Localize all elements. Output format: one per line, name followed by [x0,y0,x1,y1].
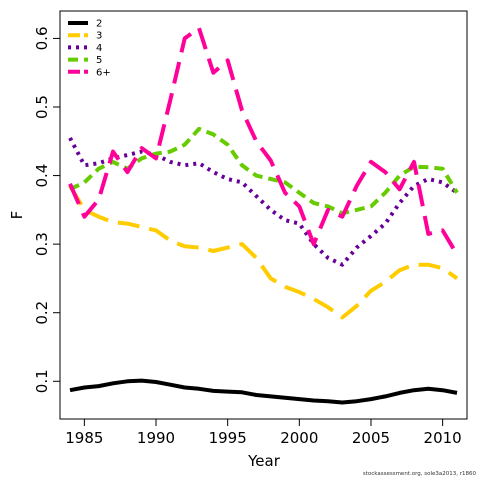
series-layer [68,26,459,405]
x-axis-title: Year [247,452,281,470]
y-tick-label: 0.6 [33,26,51,50]
y-tick-label: 0.1 [33,369,51,393]
legend-label: 3 [96,31,102,42]
x-tick-label: 2005 [352,429,390,447]
legend-label: 5 [96,55,102,66]
x-tick-label: 1995 [209,429,247,447]
x-tick-label: 2000 [280,429,318,447]
x-tick-label: 1990 [137,429,175,447]
legend-label: 2 [96,19,102,30]
y-axis: 0.1 0.2 0.3 0.4 0.5 0.6 [33,26,60,393]
plot-frame [59,10,468,420]
y-tick-label: 0.5 [33,95,51,119]
series-line-6plus [68,26,459,256]
y-tick-label: 0.3 [33,232,51,256]
series-line-3 [68,184,459,320]
y-tick-label: 0.4 [33,164,51,188]
legend-label: 6+ [96,67,111,78]
y-axis-title: F [8,211,26,220]
x-tick-label: 1985 [65,429,103,447]
series-line-2 [69,378,458,405]
series-line-4 [68,136,459,267]
x-tick-label: 2010 [424,429,462,447]
legend-label: 4 [96,43,102,54]
y-tick-label: 0.2 [33,301,51,325]
x-axis: 1985 1990 1995 2000 2005 2010 [65,419,462,447]
footer-credit: stockassessment.org, sole3a2013, r1860 [362,471,476,477]
